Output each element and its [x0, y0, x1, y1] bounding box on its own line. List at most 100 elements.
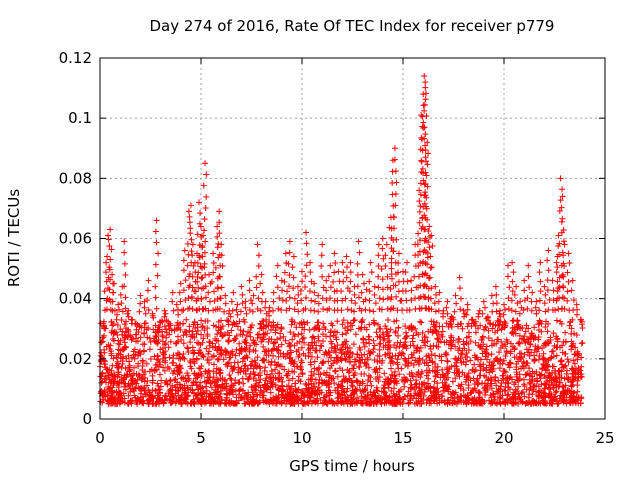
- spike-point: [384, 305, 391, 312]
- data-point: [200, 232, 207, 239]
- spike-point: [142, 310, 149, 317]
- band-point: [257, 365, 264, 372]
- band-point: [132, 394, 139, 401]
- data-point: [444, 298, 451, 305]
- spike-point: [463, 311, 470, 318]
- band-point: [364, 382, 371, 389]
- spike-point: [186, 213, 193, 220]
- spike-point: [560, 238, 567, 245]
- data-point: [323, 277, 330, 284]
- band-point: [521, 393, 528, 400]
- band-point: [550, 330, 557, 337]
- spike-point: [122, 294, 129, 301]
- band-point: [193, 382, 200, 389]
- band-point: [278, 383, 285, 390]
- spike-point: [422, 226, 429, 233]
- band-point: [464, 354, 471, 361]
- band-point: [225, 337, 232, 344]
- spike-point: [202, 204, 209, 211]
- data-point: [222, 292, 229, 299]
- band-point: [178, 395, 185, 402]
- spike-point: [339, 297, 346, 304]
- band-point: [149, 400, 156, 407]
- data-point: [476, 307, 483, 314]
- band-point: [251, 339, 258, 346]
- band-point: [280, 395, 287, 402]
- data-point: [421, 73, 428, 80]
- spike-point: [273, 273, 280, 280]
- band-point: [373, 386, 380, 393]
- spike-point: [379, 245, 386, 252]
- band-point: [135, 352, 142, 359]
- spike-point: [342, 295, 349, 302]
- band-point: [121, 321, 128, 328]
- band-point: [190, 356, 197, 363]
- band-point: [323, 372, 330, 379]
- data-point: [517, 298, 524, 305]
- band-point: [99, 369, 106, 376]
- band-point: [499, 375, 506, 382]
- band-point: [357, 379, 364, 386]
- band-point: [458, 351, 465, 358]
- spike-point: [431, 300, 438, 307]
- band-point: [455, 335, 462, 342]
- band-point: [515, 400, 522, 407]
- band-point: [506, 359, 513, 366]
- band-point: [113, 352, 120, 359]
- spike-point: [210, 259, 217, 266]
- band-point: [358, 393, 365, 400]
- spike-point: [426, 233, 433, 240]
- spike-point: [422, 169, 429, 176]
- band-point: [157, 389, 164, 396]
- band-point: [257, 387, 264, 394]
- band-point: [315, 384, 322, 391]
- band-point: [564, 367, 571, 374]
- data-point: [206, 271, 213, 278]
- band-point: [417, 393, 424, 400]
- spike-point: [153, 305, 160, 312]
- band-point: [292, 380, 299, 387]
- band-point: [522, 340, 529, 347]
- band-point: [322, 326, 329, 333]
- band-point: [381, 335, 388, 342]
- band-point: [470, 375, 477, 382]
- band-point: [126, 367, 133, 374]
- band-point: [494, 357, 501, 364]
- spike-point: [121, 260, 128, 267]
- band-point: [350, 372, 357, 379]
- band-point: [248, 383, 255, 390]
- band-point: [178, 400, 185, 407]
- band-point: [391, 318, 398, 325]
- spike-point: [559, 186, 566, 193]
- band-point: [206, 348, 213, 355]
- band-point: [119, 346, 126, 353]
- band-point: [163, 329, 170, 336]
- band-point: [324, 400, 331, 407]
- band-point: [298, 359, 305, 366]
- band-point: [396, 394, 403, 401]
- band-point: [522, 362, 529, 369]
- band-point: [476, 361, 483, 368]
- spike-point: [464, 306, 471, 313]
- band-point: [275, 370, 282, 377]
- band-point: [350, 341, 357, 348]
- band-point: [172, 400, 179, 407]
- spike-point: [212, 264, 219, 271]
- spike-point: [375, 252, 382, 259]
- band-point: [544, 400, 551, 407]
- band-point: [195, 340, 202, 347]
- band-point: [471, 361, 478, 368]
- band-point: [123, 355, 130, 362]
- band-point: [265, 384, 272, 391]
- spike-point: [558, 218, 565, 225]
- band-point: [266, 318, 273, 325]
- y-tick-label: 0.02: [59, 350, 92, 368]
- spike-point: [351, 308, 358, 315]
- spike-point: [504, 273, 511, 280]
- band-point: [118, 379, 125, 386]
- spike-point: [320, 305, 327, 312]
- data-point: [509, 259, 516, 266]
- band-point: [316, 326, 323, 333]
- spike-point: [97, 352, 104, 359]
- band-point: [463, 376, 470, 383]
